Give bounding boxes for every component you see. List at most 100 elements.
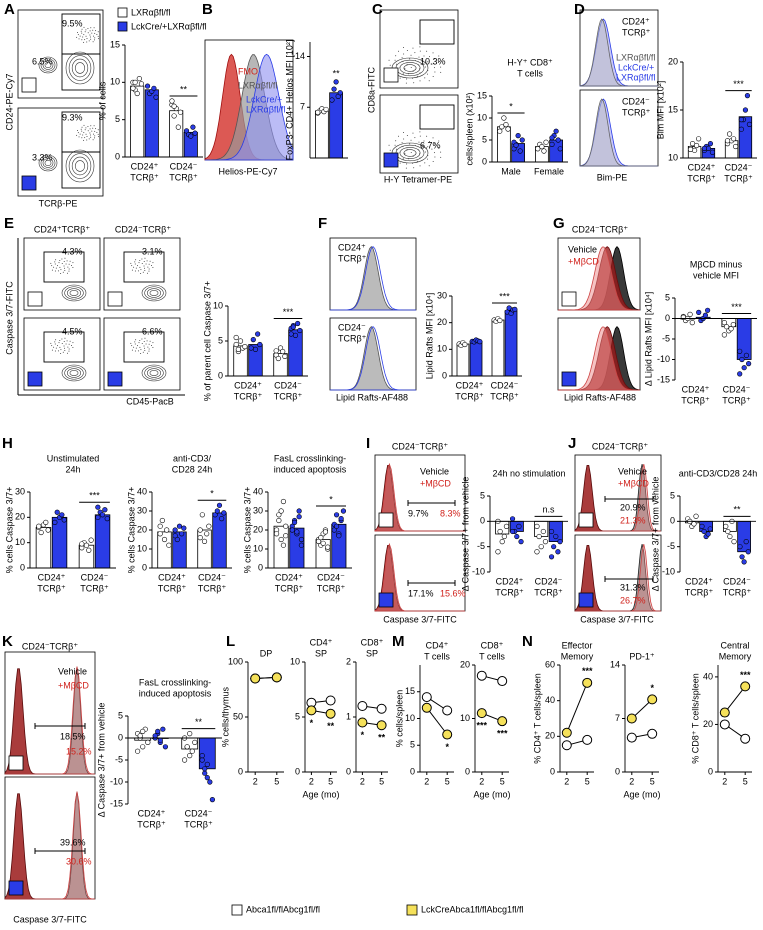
data-point	[189, 748, 195, 754]
decoration	[63, 265, 65, 267]
decoration	[398, 135, 400, 137]
decoration	[402, 158, 404, 160]
decoration	[383, 152, 399, 168]
decoration	[61, 364, 87, 382]
y-tick-label: -10	[662, 566, 675, 576]
data-point	[294, 529, 300, 535]
data-point	[273, 348, 279, 354]
decoration	[404, 68, 406, 70]
data-point	[95, 514, 101, 520]
decoration	[82, 36, 84, 38]
x-tick-label: TCRβ⁺	[534, 587, 563, 597]
y-tick-label: 2	[346, 656, 351, 666]
panel-title: CD24⁻TCRβ⁺	[572, 224, 628, 234]
decoration	[134, 341, 136, 343]
data-point	[201, 538, 208, 545]
chart-title: anti-CD3/CD28 24h	[679, 468, 758, 478]
decoration	[147, 266, 149, 268]
decoration	[94, 137, 96, 139]
decoration	[88, 40, 90, 42]
y-tick-label: 100	[228, 656, 243, 666]
x-tick-label: CD24⁺	[131, 161, 159, 171]
decoration	[148, 270, 150, 272]
data-point	[192, 739, 198, 746]
decoration	[62, 271, 64, 273]
decoration	[54, 261, 56, 263]
decoration	[123, 331, 165, 363]
decoration	[80, 30, 82, 32]
legend-swatch	[406, 904, 418, 916]
histogram-label: CD24⁻	[622, 96, 650, 106]
decoration	[70, 264, 72, 266]
decoration	[427, 146, 429, 148]
gate-label: 15.6%	[440, 588, 466, 598]
decoration	[27, 371, 43, 387]
panel-letter: C	[372, 1, 383, 18]
decoration	[140, 352, 142, 354]
data-point	[707, 526, 713, 532]
data-point	[140, 728, 146, 735]
decoration	[410, 151, 412, 153]
data-point	[155, 728, 161, 735]
decoration	[152, 267, 154, 269]
decoration	[438, 140, 440, 142]
decoration	[148, 343, 150, 345]
data-point	[331, 527, 337, 533]
decoration	[426, 135, 428, 137]
y-tick-label: 10	[405, 713, 415, 723]
gate-label: 20.9%	[620, 502, 646, 512]
data-point	[187, 752, 193, 759]
decoration	[410, 54, 412, 56]
data-point	[357, 701, 368, 711]
axis-label: Caspase 3/7-FITC	[13, 914, 87, 924]
x-tick-label: TCRβ⁺	[130, 172, 159, 182]
decoration	[419, 165, 421, 167]
panel-letter: E	[4, 215, 14, 232]
decoration	[76, 36, 78, 38]
gate-label: 17.1%	[408, 588, 434, 598]
decoration	[86, 37, 88, 39]
data-point	[707, 141, 714, 147]
data-point	[199, 757, 205, 763]
decoration	[84, 31, 86, 33]
data-point	[501, 115, 507, 121]
axis-label: TCRβ-PE	[39, 198, 78, 208]
y-tick-label: 5	[670, 490, 675, 500]
decoration	[83, 34, 85, 36]
data-point	[278, 508, 284, 514]
data-point	[209, 796, 216, 803]
legend-label: FMO	[238, 66, 258, 76]
data-point	[206, 523, 212, 529]
axis-label: CD45-PacB	[126, 396, 174, 406]
x-axis-label: Age (mo)	[623, 789, 660, 799]
axis-label: Caspase 3/7-FITC	[580, 614, 654, 624]
data-point	[151, 85, 157, 91]
data-point	[730, 136, 737, 142]
chart-title: anti-CD3/	[173, 453, 212, 463]
y-tick-label: 10	[253, 543, 263, 553]
decoration	[65, 343, 67, 345]
panel-letter: J	[568, 435, 576, 452]
y-tick-label: 40	[253, 486, 263, 496]
decoration	[424, 66, 426, 68]
chart-title: Memory	[561, 651, 594, 661]
decoration	[40, 156, 56, 170]
decoration	[440, 151, 442, 153]
decoration	[148, 268, 150, 270]
data-point	[561, 727, 572, 738]
decoration	[438, 55, 440, 57]
data-point	[724, 324, 730, 330]
gate-label: 26.7%	[620, 595, 646, 605]
decoration	[428, 165, 430, 167]
data-point	[557, 146, 563, 152]
data-point	[719, 707, 730, 718]
data-point	[325, 695, 336, 706]
data-point	[88, 537, 94, 543]
y-tick-label: 14	[295, 51, 305, 61]
chart-title: induced apoptosis	[274, 464, 347, 474]
chart-title: 24h	[65, 464, 80, 474]
y-tick-label: 60	[545, 659, 555, 669]
data-point	[79, 541, 85, 547]
y-tick-label: 0	[550, 766, 555, 776]
data-point	[132, 79, 138, 85]
